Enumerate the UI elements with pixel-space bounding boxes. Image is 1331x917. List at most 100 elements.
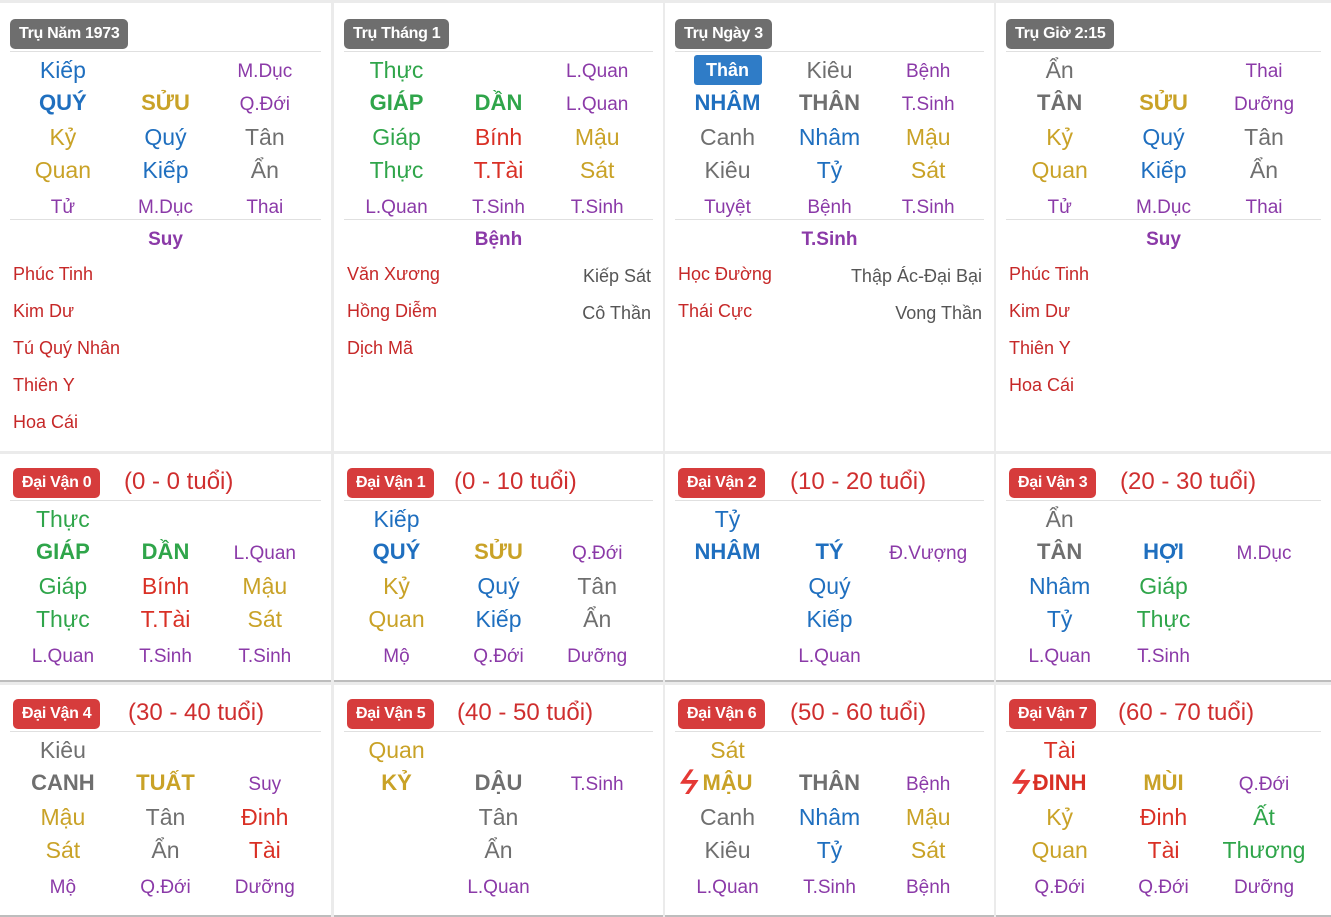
earthly-branch: THÂN xyxy=(798,770,861,795)
heavenly-stem: CANH xyxy=(31,770,95,795)
age-range: (50 - 60 tuổi) xyxy=(790,699,927,726)
age-range: (20 - 30 tuổi) xyxy=(1120,468,1257,495)
hidden-stem: Kỷ xyxy=(1046,804,1074,830)
heavenly-stem: KỶ xyxy=(381,770,412,795)
luck-pillar-panel[interactable]: Đại Vận 3 (20 - 30 tuổi) Ẩn TÂN HỢI M.Dục Nhâm… xyxy=(996,454,1331,682)
luck-pillar-panel[interactable]: Đại Vận 2 (10 - 20 tuổi) Tỷ NHÂM TÝ Đ.Vượng Qu… xyxy=(665,454,994,682)
heavenly-stem: GIÁP xyxy=(369,90,424,115)
life-stage: T.Sinh xyxy=(901,197,955,218)
hidden-stem: Mậu xyxy=(905,804,951,830)
life-stage: Tử xyxy=(1047,197,1072,218)
hidden-stem: Quý xyxy=(144,124,187,150)
auspicious-star[interactable]: Hoa Cái xyxy=(1009,375,1075,395)
lightning-icon: ϟ xyxy=(673,764,704,802)
luck-pillar-panel[interactable]: Đại Vận 5 (40 - 50 tuổi) Quan KỶ DẬU T.Sinh Tâ… xyxy=(334,685,663,917)
hidden-stem: Kỷ xyxy=(1046,124,1074,150)
auspicious-star[interactable]: Thái Cực xyxy=(678,301,753,321)
luck-pillar-badge: Đại Vận 6 xyxy=(678,699,766,729)
hidden-stem: Ẩn xyxy=(151,837,180,863)
age-range: (40 - 50 tuổi) xyxy=(457,699,594,726)
stem-god: Tài xyxy=(1043,737,1076,763)
hidden-stem: Sát xyxy=(910,157,946,183)
auspicious-star[interactable]: Phúc Tinh xyxy=(1009,264,1090,284)
life-stage: L.Quan xyxy=(566,94,629,115)
stem-god: Bệnh xyxy=(906,61,951,82)
stem-god: M.Dục xyxy=(237,61,293,82)
stem-god: Ẩn xyxy=(1045,57,1074,83)
hidden-stem: Sát xyxy=(579,157,615,183)
luck-pillar-panel[interactable]: Đại Vận 7 (60 - 70 tuổi) Tài ĐINH ϟ MÙI Q.Đới K… xyxy=(996,685,1331,917)
auspicious-star[interactable]: Hồng Diễm xyxy=(347,301,438,321)
divider xyxy=(1006,731,1321,732)
auspicious-star[interactable]: Thiên Y xyxy=(13,375,75,395)
earthly-branch: TÝ xyxy=(815,539,844,564)
life-stage: T.Sinh xyxy=(901,94,955,115)
pillar-title-badge: Trụ Tháng 1 xyxy=(344,19,450,49)
hidden-stem: Tài xyxy=(1147,837,1180,863)
divider xyxy=(1006,219,1321,220)
life-stage: L.Quan xyxy=(31,646,95,667)
hidden-stem: Mậu xyxy=(242,573,288,599)
inauspicious-star[interactable]: Thập Ác-Đại Bại xyxy=(850,266,982,286)
inauspicious-star[interactable]: Cô Thần xyxy=(582,303,651,323)
divider xyxy=(10,219,321,220)
divider xyxy=(1006,500,1321,501)
luck-pillar-panel[interactable]: Đại Vận 6 (50 - 60 tuổi) Sát MẬU ϟ THÂN Bệnh Ca… xyxy=(665,685,994,917)
heavenly-stem: GIÁP xyxy=(35,539,90,564)
life-stage: T.Sinh xyxy=(139,646,192,667)
luck-pillar-panel[interactable]: Đại Vận 1 (0 - 10 tuổi) Kiếp QUÝ SỬU Q.Đới Kỷ Q… xyxy=(334,454,663,682)
panel-bottom-border xyxy=(665,680,994,682)
inauspicious-star[interactable]: Vong Thần xyxy=(895,303,982,323)
hidden-stem: Kiếp xyxy=(475,606,522,632)
hidden-stem: Ẩn xyxy=(583,606,612,632)
hidden-stem: Thực xyxy=(36,606,90,632)
divider xyxy=(675,500,984,501)
luck-pillar-badge: Đại Vận 7 xyxy=(1009,699,1097,729)
luck-pillar-panel[interactable]: Đại Vận 0 (0 - 0 tuổi) Thực GIÁP DẦN L.Quan Gi… xyxy=(0,454,331,682)
stem-god: Kiêu xyxy=(39,737,86,763)
pillar-title-badge: Trụ Ngày 3 xyxy=(675,19,772,49)
panel-bottom-border xyxy=(334,915,663,917)
life-stage: L.Quan xyxy=(798,646,861,667)
hidden-stem: Kiếp xyxy=(806,606,853,632)
hidden-stem: Sát xyxy=(45,837,81,863)
heavenly-stem: NHÂM xyxy=(694,539,761,564)
auspicious-star[interactable]: Dịch Mã xyxy=(347,338,414,358)
hidden-stem: Tân xyxy=(1244,124,1284,150)
life-stage: T.Sinh xyxy=(570,774,624,795)
auspicious-star[interactable]: Kim Dư xyxy=(1009,301,1071,321)
hidden-stem: Tỷ xyxy=(816,837,843,863)
stem-god: Ẩn xyxy=(1045,506,1074,532)
life-stage: Q.Đới xyxy=(1238,774,1290,795)
earthly-branch: MÙI xyxy=(1143,770,1184,795)
life-stage: Tử xyxy=(50,197,76,218)
panel-bottom-border xyxy=(0,680,331,682)
hidden-stem: Kiêu xyxy=(704,157,751,183)
auspicious-star[interactable]: Hoa Cái xyxy=(13,412,79,432)
stem-god: Thực xyxy=(36,506,90,532)
auspicious-star[interactable]: Kim Dư xyxy=(13,301,75,321)
inauspicious-star[interactable]: Kiếp Sát xyxy=(582,266,651,286)
hidden-stem: Nhâm xyxy=(1028,573,1091,599)
life-stage: Q.Đới xyxy=(1034,877,1085,898)
life-stage: Dưỡng xyxy=(1233,94,1295,115)
life-stage: T.Sinh xyxy=(472,197,525,218)
auspicious-star[interactable]: Văn Xương xyxy=(347,264,440,284)
hidden-stem: Giáp xyxy=(1139,573,1188,599)
hidden-stem: Kiếp xyxy=(1140,157,1187,183)
auspicious-star[interactable]: Phúc Tinh xyxy=(13,264,94,284)
pillar-panel: Trụ Ngày 3 Thân Kiêu Bệnh NHÂM THÂN T.Sinh Canh… xyxy=(665,3,994,451)
luck-pillar-panel[interactable]: Đại Vận 4 (30 - 40 tuổi) Kiêu CANH TUẤT Suy Mậ… xyxy=(0,685,331,917)
life-stage: T.Sinh xyxy=(238,646,292,667)
hidden-stem: Ất xyxy=(1253,804,1275,830)
auspicious-star[interactable]: Tú Quý Nhân xyxy=(13,338,121,358)
auspicious-star[interactable]: Học Đường xyxy=(678,264,772,284)
life-stage: L.Quan xyxy=(1028,646,1091,667)
auspicious-star[interactable]: Thiên Y xyxy=(1009,338,1071,358)
hidden-stem: Kiếp xyxy=(142,157,189,183)
life-stage: Suy xyxy=(248,774,282,795)
life-stage: Q.Đới xyxy=(473,646,524,667)
divider xyxy=(344,51,653,52)
hidden-stem: Tài xyxy=(248,837,281,863)
